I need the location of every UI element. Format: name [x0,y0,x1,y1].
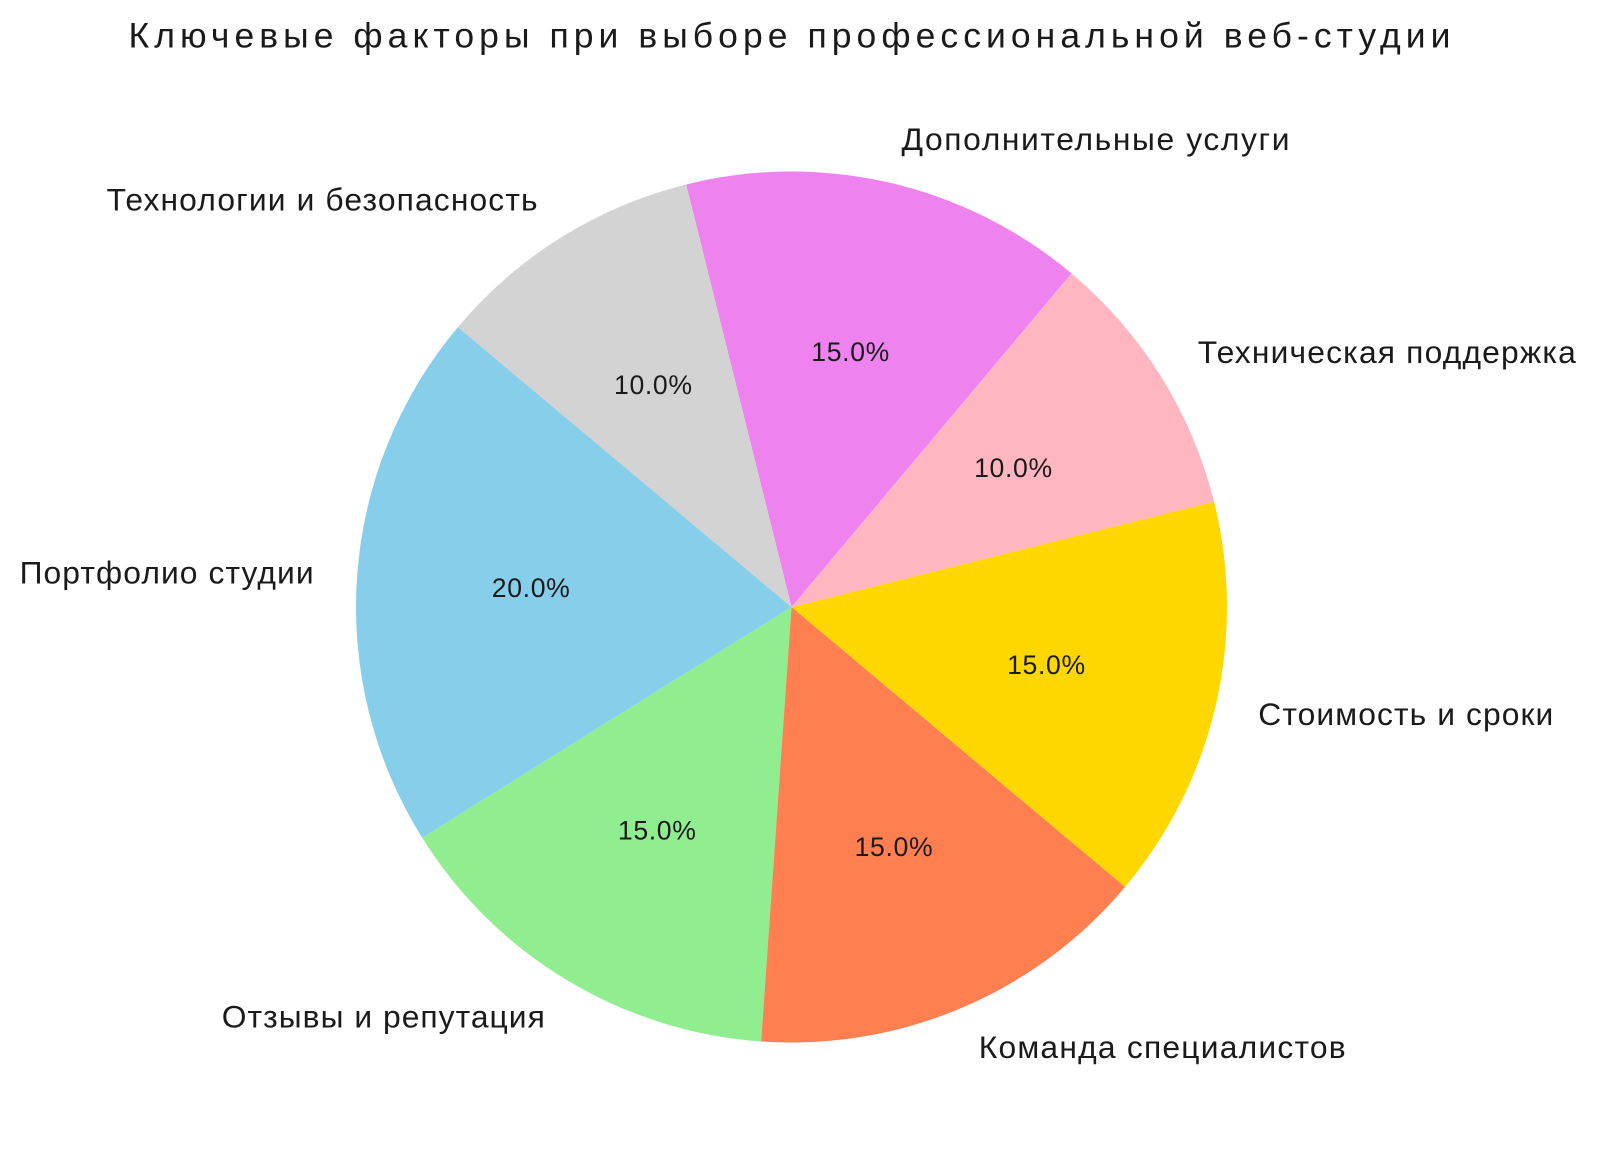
svg-text:15.0%: 15.0% [618,815,696,845]
svg-text:Техническая поддержка: Техническая поддержка [1198,334,1576,370]
svg-text:10.0%: 10.0% [974,453,1052,483]
svg-text:Портфолио студии: Портфолио студии [20,555,314,591]
svg-text:10.0%: 10.0% [614,370,692,400]
svg-text:20.0%: 20.0% [492,573,570,603]
svg-text:Дополнительные услуги: Дополнительные услуги [902,121,1290,157]
svg-text:Технологии и безопасность: Технологии и безопасность [107,182,538,218]
svg-text:Отзывы и репутация: Отзывы и репутация [222,999,545,1035]
svg-text:15.0%: 15.0% [1007,650,1085,680]
svg-text:Стоимость и сроки: Стоимость и сроки [1258,696,1553,732]
svg-text:Команда специалистов: Команда специалистов [979,1029,1346,1065]
svg-text:15.0%: 15.0% [855,832,933,862]
svg-text:15.0%: 15.0% [811,337,889,367]
